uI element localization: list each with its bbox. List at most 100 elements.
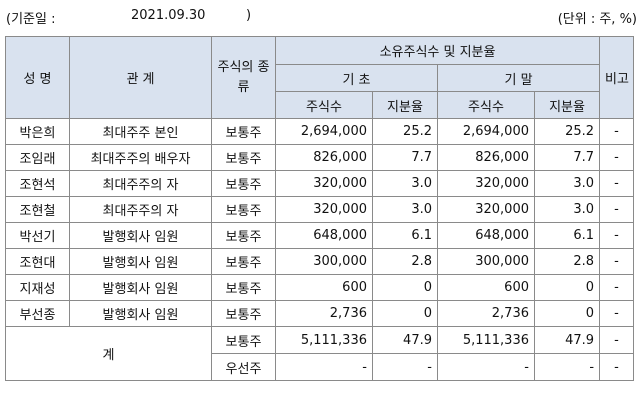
cell-note: - <box>599 170 635 197</box>
cell-end-shares: - <box>437 353 535 381</box>
cell-relation: 발행회사 임원 <box>69 300 212 327</box>
base-date-close: ) <box>246 8 252 23</box>
total-row: 우선주 - - - - - <box>6 353 635 381</box>
cell-relation: 최대주주의 자 <box>69 170 212 197</box>
table-row: 박은희 최대주주 본인 보통주 2,694,000 25.2 2,694,000… <box>5 118 635 145</box>
unit-label: (단위 : 주, %) <box>557 12 637 27</box>
cell-end-ratio: 2.8 <box>533 248 601 275</box>
cell-stock-type: 우선주 <box>211 353 276 381</box>
table-row: 박선기 발행회사 임원 보통주 648,000 6.1 648,000 6.1 … <box>5 222 635 249</box>
cell-end-shares: 600 <box>437 274 535 301</box>
cell-name: 조현철 <box>5 196 70 223</box>
header-begin-shares: 주식수 <box>275 91 373 119</box>
report-header: (기준일 : 2021.09.30 ) (단위 : 주, %) <box>6 8 637 27</box>
cell-begin-ratio: 7.7 <box>372 144 438 171</box>
cell-end-shares: 2,694,000 <box>437 118 535 145</box>
cell-begin-shares: - <box>275 353 373 381</box>
cell-stock-type: 보통주 <box>211 222 276 249</box>
header-end-ratio: 지분율 <box>533 91 601 119</box>
cell-begin-shares: 600 <box>275 274 373 301</box>
cell-end-ratio: 6.1 <box>533 222 601 249</box>
cell-note: - <box>599 353 635 381</box>
cell-relation: 발행회사 임원 <box>69 274 212 301</box>
cell-stock-type: 보통주 <box>211 170 276 197</box>
cell-end-ratio: 0 <box>533 300 601 327</box>
cell-name: 조현석 <box>5 170 70 197</box>
table-row: 조임래 최대주주의 배우자 보통주 826,000 7.7 826,000 7.… <box>5 144 635 171</box>
shareholding-table: 성 명 관 계 주식의 종류 소유주식수 및 지분율 비고 기 초 기 말 주식… <box>5 36 635 381</box>
cell-begin-ratio: 0 <box>372 300 438 327</box>
cell-end-shares: 2,736 <box>437 300 535 327</box>
cell-relation: 최대주주의 배우자 <box>69 144 212 171</box>
cell-stock-type: 보통주 <box>211 248 276 275</box>
cell-relation: 최대주주 본인 <box>69 118 212 145</box>
cell-end-ratio: 25.2 <box>533 118 601 145</box>
table-row: 조현철 최대주주의 자 보통주 320,000 3.0 320,000 3.0 … <box>5 196 635 223</box>
cell-relation: 발행회사 임원 <box>69 222 212 249</box>
cell-name: 부선종 <box>5 300 70 327</box>
cell-begin-shares: 2,736 <box>275 300 373 327</box>
cell-begin-shares: 5,111,336 <box>275 326 373 354</box>
cell-end-ratio: 7.7 <box>533 144 601 171</box>
cell-note: - <box>599 248 635 275</box>
cell-end-shares: 826,000 <box>437 144 535 171</box>
cell-end-shares: 320,000 <box>437 196 535 223</box>
header-begin-ratio: 지분율 <box>372 91 438 119</box>
cell-stock-type: 보통주 <box>211 300 276 327</box>
cell-end-shares: 320,000 <box>437 170 535 197</box>
cell-begin-ratio: 0 <box>372 274 438 301</box>
table-row: 부선종 발행회사 임원 보통주 2,736 0 2,736 0 - <box>5 300 635 327</box>
header-note: 비고 <box>599 36 635 119</box>
cell-note: - <box>599 196 635 223</box>
cell-note: - <box>599 274 635 301</box>
cell-begin-shares: 300,000 <box>275 248 373 275</box>
cell-end-ratio: 3.0 <box>533 196 601 223</box>
cell-begin-shares: 320,000 <box>275 170 373 197</box>
table-row: 지재성 발행회사 임원 보통주 600 0 600 0 - <box>5 274 635 301</box>
cell-begin-shares: 648,000 <box>275 222 373 249</box>
base-date-label: (기준일 : <box>6 12 56 27</box>
cell-begin-shares: 826,000 <box>275 144 373 171</box>
cell-stock-type: 보통주 <box>211 326 276 354</box>
cell-begin-ratio: - <box>372 353 438 381</box>
cell-end-shares: 300,000 <box>437 248 535 275</box>
cell-name: 박선기 <box>5 222 70 249</box>
cell-stock-type: 보통주 <box>211 274 276 301</box>
cell-begin-ratio: 25.2 <box>372 118 438 145</box>
cell-stock-type: 보통주 <box>211 144 276 171</box>
header-relation: 관 계 <box>69 36 212 119</box>
cell-note: - <box>599 222 635 249</box>
cell-name: 지재성 <box>5 274 70 301</box>
cell-end-ratio: - <box>533 353 601 381</box>
cell-end-ratio: 47.9 <box>533 326 601 354</box>
cell-begin-ratio: 6.1 <box>372 222 438 249</box>
cell-end-ratio: 0 <box>533 274 601 301</box>
cell-end-shares: 648,000 <box>437 222 535 249</box>
total-row: 계 보통주 5,111,336 47.9 5,111,336 47.9 - <box>5 326 635 381</box>
cell-note: - <box>599 326 635 354</box>
header-end-shares: 주식수 <box>437 91 535 119</box>
cell-end-shares: 5,111,336 <box>437 326 535 354</box>
cell-begin-ratio: 3.0 <box>372 170 438 197</box>
cell-relation: 발행회사 임원 <box>69 248 212 275</box>
cell-begin-shares: 320,000 <box>275 196 373 223</box>
cell-relation: 최대주주의 자 <box>69 196 212 223</box>
cell-name: 조현대 <box>5 248 70 275</box>
cell-begin-ratio: 47.9 <box>372 326 438 354</box>
cell-note: - <box>599 144 635 171</box>
cell-name: 조임래 <box>5 144 70 171</box>
cell-note: - <box>599 118 635 145</box>
header-end: 기 말 <box>436 64 601 92</box>
header-holdings: 소유주식수 및 지분율 <box>274 36 601 65</box>
table-row: 조현대 발행회사 임원 보통주 300,000 2.8 300,000 2.8 … <box>5 248 635 275</box>
header-begin: 기 초 <box>275 64 438 92</box>
cell-begin-shares: 2,694,000 <box>275 118 373 145</box>
base-date-value: 2021.09.30 <box>131 8 206 23</box>
header-stock-type: 주식의 종류 <box>211 36 276 119</box>
cell-begin-ratio: 2.8 <box>372 248 438 275</box>
cell-stock-type: 보통주 <box>211 118 276 145</box>
table-row: 조현석 최대주주의 자 보통주 320,000 3.0 320,000 3.0 … <box>5 170 635 197</box>
cell-begin-ratio: 3.0 <box>372 196 438 223</box>
cell-end-ratio: 3.0 <box>533 170 601 197</box>
cell-name: 박은희 <box>5 118 70 145</box>
